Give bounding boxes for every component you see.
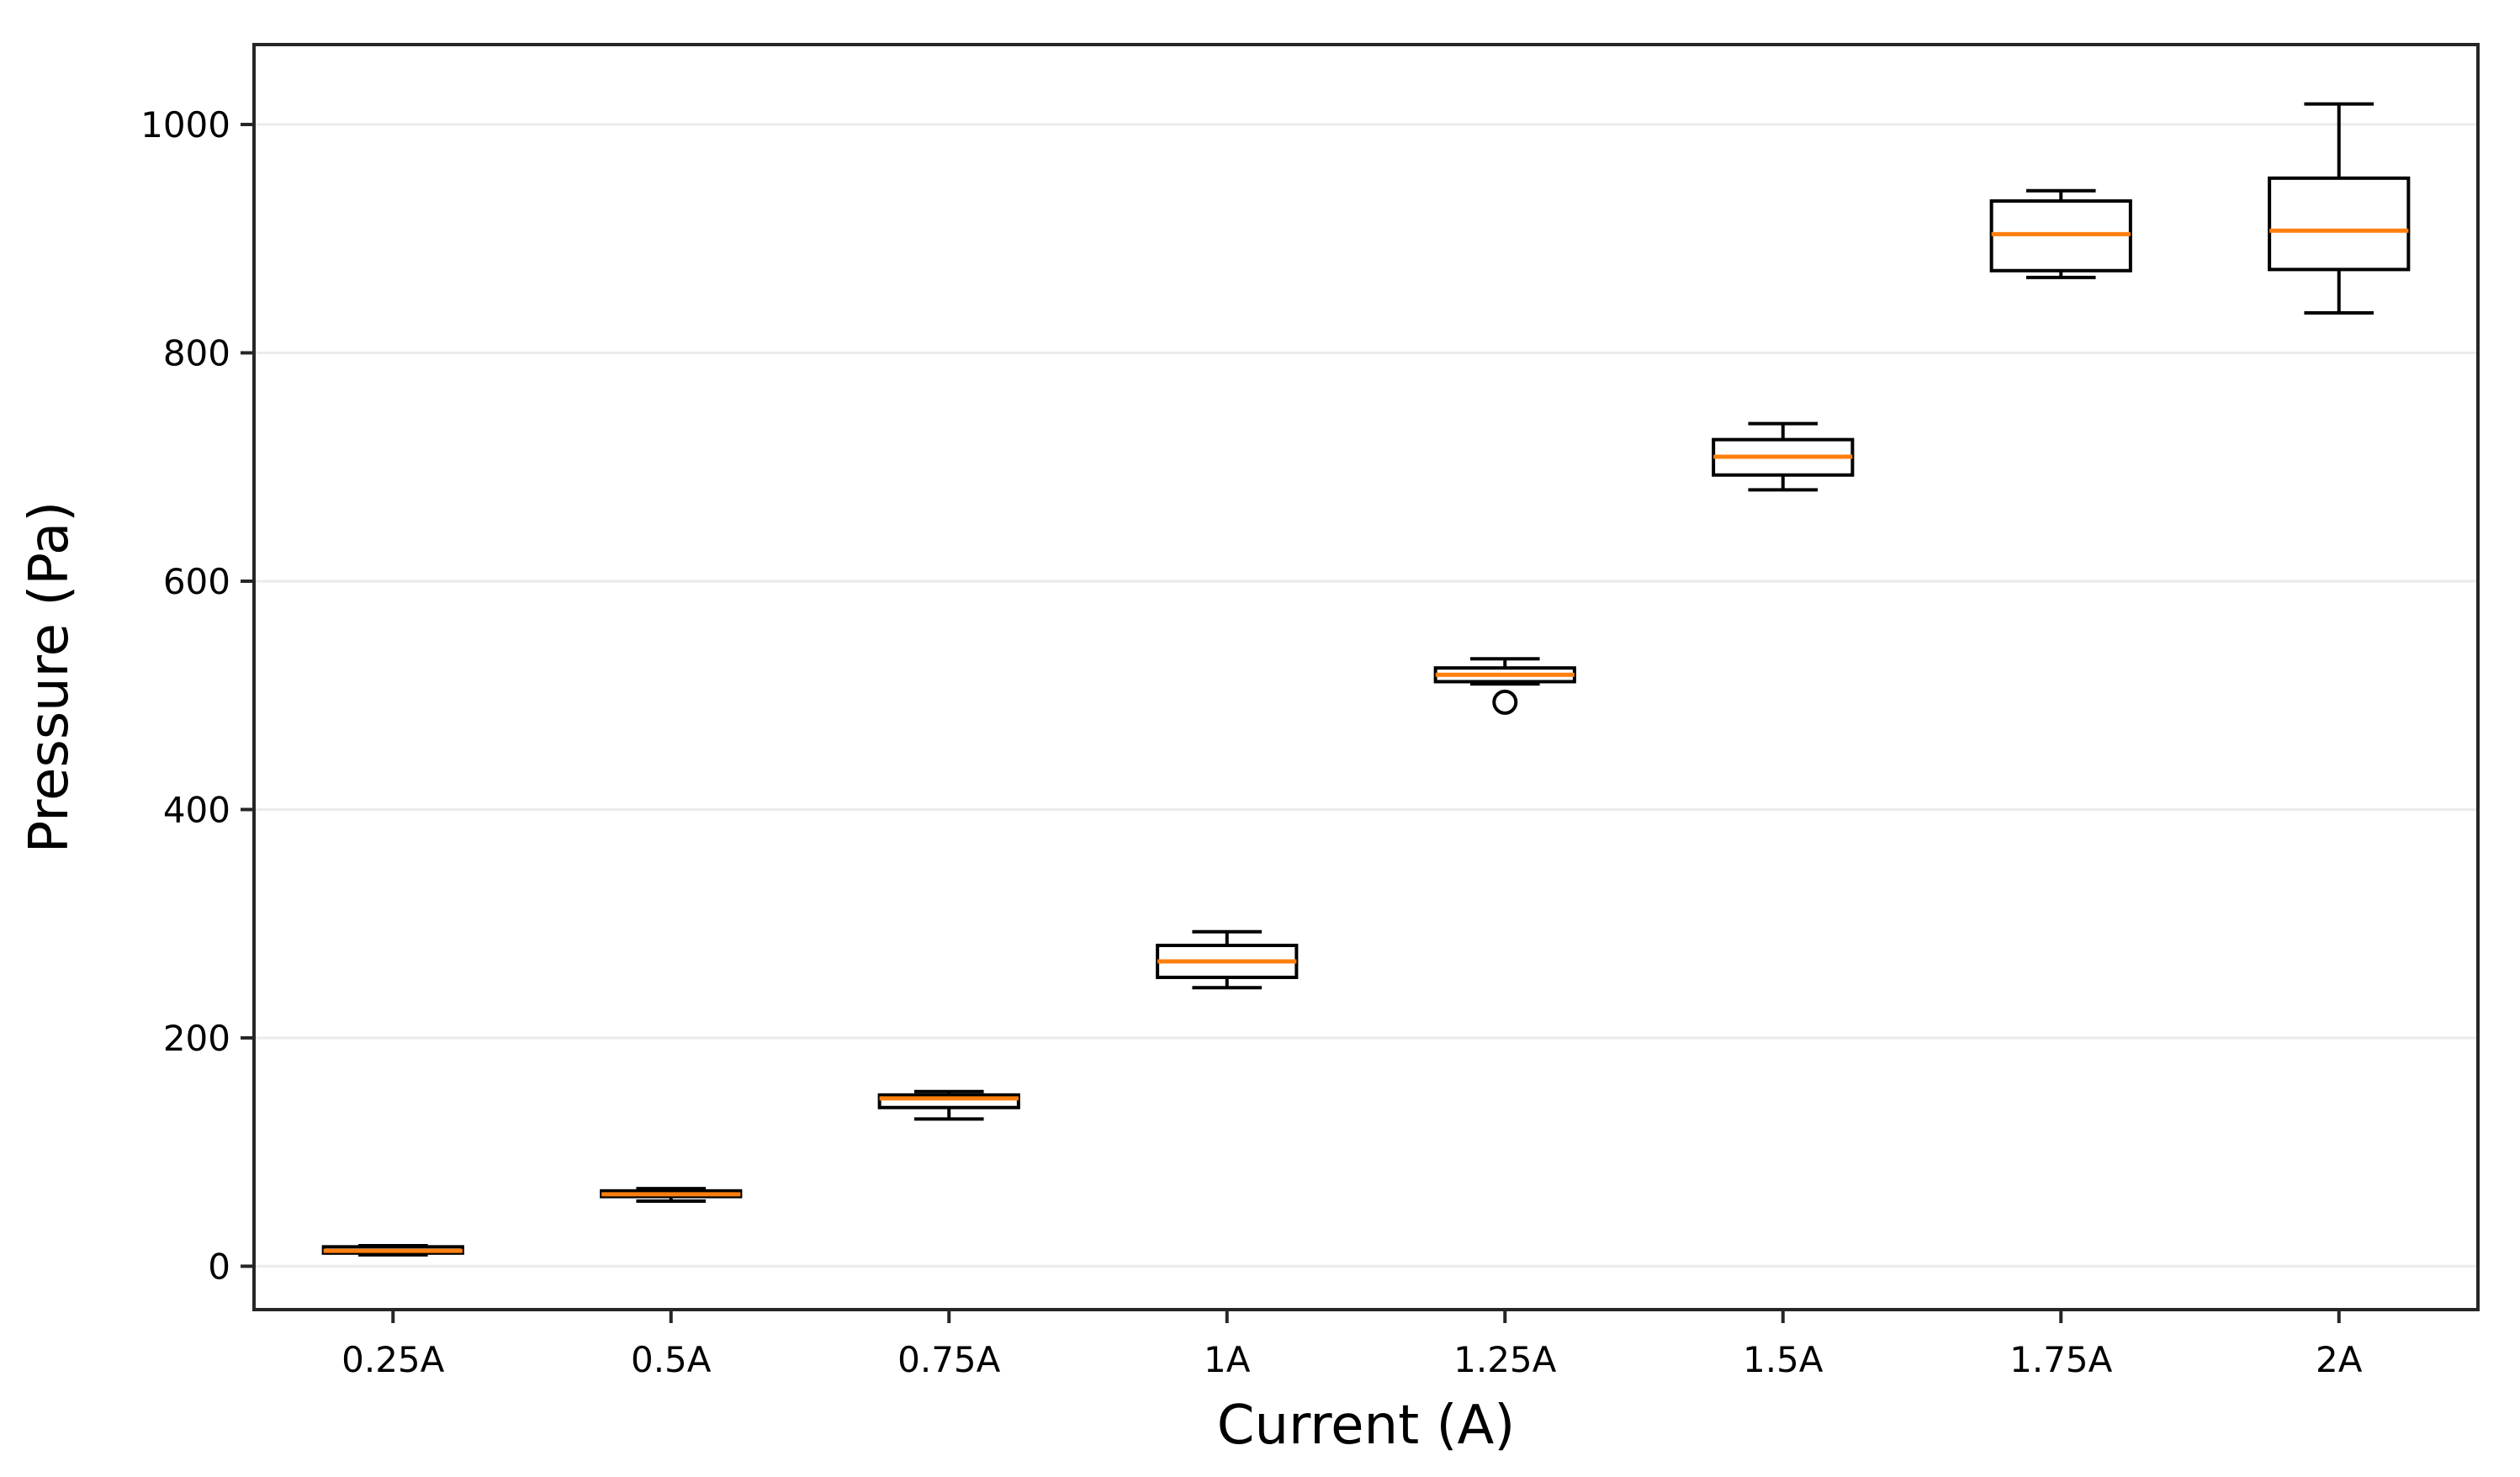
- box-0.25A: [321, 1243, 464, 1257]
- boxes-layer: [321, 102, 2411, 1257]
- y-tick-label: 600: [163, 561, 230, 602]
- box-1A: [1156, 929, 1299, 990]
- box-2A: [2268, 102, 2411, 315]
- x-tick-label: 1A: [1204, 1339, 1251, 1380]
- x-tick-label: 1.5A: [1743, 1339, 1824, 1380]
- gridlines-layer: [254, 123, 2478, 1268]
- x-tick-label: 1.25A: [1453, 1339, 1557, 1380]
- box-0.5A: [600, 1187, 743, 1204]
- y-tick-label: 800: [163, 332, 230, 373]
- box-1.75A: [1989, 188, 2132, 279]
- x-tick-label: 0.25A: [341, 1339, 445, 1380]
- box-1.5A: [1712, 421, 1855, 492]
- y-tick-label: 1000: [140, 104, 230, 146]
- iqr-box: [2268, 176, 2411, 272]
- box-1.25A: [1433, 657, 1576, 715]
- x-tick-label: 0.75A: [897, 1339, 1001, 1380]
- y-axis-label: Pressure (Pa): [19, 501, 81, 854]
- outlier-point: [1492, 689, 1518, 715]
- plot-border: [252, 43, 2480, 1311]
- y-tick-label: 0: [208, 1246, 230, 1287]
- x-tick-label: 0.5A: [631, 1339, 712, 1380]
- box-0.75A: [877, 1089, 1020, 1121]
- y-tick-label: 400: [163, 789, 230, 830]
- axes-spines-layer: [252, 43, 2480, 1311]
- ticks-layer: 0 200 400 600 800 1000 0.25A 0.5A 0.75A 1A 1.25A 1.…: [140, 104, 2363, 1380]
- x-tick-label: 1.75A: [2009, 1339, 2113, 1380]
- x-tick-label: 2A: [2316, 1339, 2363, 1380]
- x-axis-label: Current (A): [1217, 1395, 1515, 1457]
- y-tick-label: 200: [163, 1018, 230, 1059]
